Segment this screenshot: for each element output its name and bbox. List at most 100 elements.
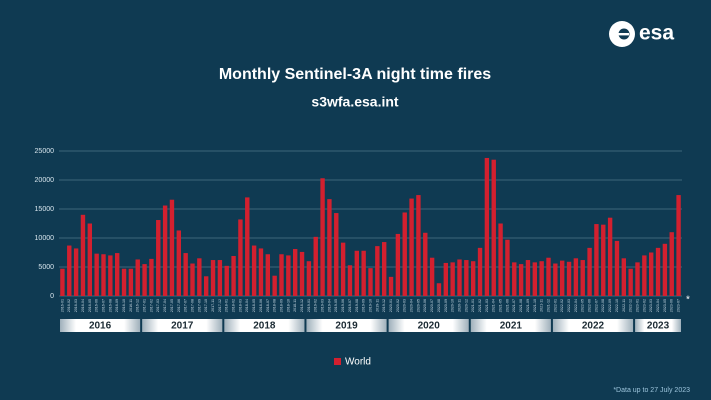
x-tick-label: 2018-05 (252, 299, 256, 312)
bar (101, 254, 106, 296)
bar (491, 159, 496, 296)
x-tick-label: 2023-07 (677, 299, 681, 312)
year-label: 2019 (335, 321, 358, 332)
bar (80, 214, 86, 296)
x-tick-label: 2022-06 (588, 299, 592, 312)
x-tick-label: 2018-04 (245, 299, 249, 312)
x-tick-label: 2018-09 (279, 299, 283, 312)
y-tick-label: 25000 (35, 148, 55, 155)
bar (368, 268, 373, 296)
x-tick-label: 2016-03 (74, 299, 78, 312)
year-box (552, 319, 634, 332)
x-tick-label: 2016-08 (108, 299, 112, 312)
x-tick-label: 2017-08 (190, 299, 194, 312)
bar (443, 262, 448, 296)
x-tick-label: 2016-01 (60, 299, 64, 312)
year-box (306, 319, 387, 332)
x-tick-label: 2017-09 (197, 299, 201, 312)
x-tick-label: 2022-04 (574, 299, 578, 312)
x-tick-label: 2023-02 (642, 299, 646, 312)
bar (423, 232, 428, 296)
x-tick-label: 2019-04 (327, 299, 331, 312)
x-tick-label: 2023-04 (656, 299, 660, 312)
x-tick-label: 2021-11 (540, 299, 544, 312)
bar (334, 213, 339, 296)
x-tick-label: 2019-05 (334, 299, 338, 312)
x-tick-label: 2016-09 (115, 299, 119, 312)
bar (546, 257, 551, 296)
bar (471, 261, 476, 296)
x-tick-label: 2020-05 (416, 299, 420, 312)
y-tick-label: 15000 (35, 206, 55, 213)
bar (108, 255, 113, 296)
bar (464, 260, 469, 296)
x-tick-label: 2017-04 (163, 299, 167, 312)
bar (484, 157, 490, 296)
bar (135, 259, 140, 296)
x-tick-label: 2019-03 (321, 299, 325, 312)
bar (532, 262, 537, 296)
bar (573, 258, 579, 296)
x-tick-label: 2016-04 (81, 299, 85, 312)
bar (313, 236, 318, 296)
x-tick-label: 2020-06 (423, 299, 427, 312)
bar (224, 265, 229, 296)
bar (525, 260, 531, 296)
x-tick-label: 2020-10 (451, 299, 455, 312)
x-tick-label: 2020-02 (396, 299, 400, 312)
x-tick-label: 2019-10 (368, 299, 372, 312)
bar (67, 245, 72, 296)
bar (128, 268, 134, 296)
bar (587, 247, 592, 296)
x-tick-label: 2017-11 (211, 299, 215, 312)
bar (505, 239, 510, 296)
bar (628, 268, 633, 296)
bar (580, 260, 585, 296)
x-tick-label: 2018-08 (273, 299, 277, 312)
x-tick-label: 2020-09 (444, 299, 448, 312)
x-tick-label: 2021-10 (533, 299, 537, 312)
x-tick-label: 2023-05 (663, 299, 667, 312)
x-tick-label: 2016-10 (122, 299, 126, 312)
bar (238, 219, 243, 296)
x-tick-label: 2020-07 (430, 299, 434, 312)
x-tick-label: 2016-11 (129, 299, 133, 312)
bar (382, 242, 387, 296)
bar (197, 258, 202, 296)
x-tick-label: 2023-03 (649, 299, 653, 312)
bar (265, 254, 270, 296)
x-tick-label: 2019-06 (341, 299, 345, 312)
last-marker: * (686, 295, 690, 306)
bar (642, 255, 647, 296)
x-tick-label: 2019-08 (355, 299, 359, 312)
x-tick-label: 2017-07 (184, 299, 188, 312)
bar (354, 250, 359, 296)
x-tick-label: 2019-12 (382, 299, 386, 312)
chart-title: Monthly Sentinel-3A night time fires (219, 66, 491, 83)
x-tick-label: 2021-07 (512, 299, 516, 312)
bar (210, 260, 216, 296)
logo: esa (639, 22, 674, 45)
bar (231, 255, 236, 296)
bar (169, 199, 175, 296)
bar (436, 283, 442, 296)
x-tick-label: 2021-05 (499, 299, 503, 312)
bar (272, 275, 277, 296)
x-tick-label: 2019-07 (348, 299, 352, 312)
year-box (635, 319, 681, 332)
bar (251, 245, 257, 296)
x-tick-label: 2017-03 (156, 299, 160, 312)
x-tick-label: 2020-04 (410, 299, 414, 312)
bar (204, 276, 209, 296)
bar (121, 268, 127, 296)
bar (306, 261, 312, 296)
x-tick-label: 2021-06 (505, 299, 509, 312)
bar (416, 195, 421, 296)
bar (539, 261, 544, 296)
legend-label: World (345, 357, 371, 368)
bar (156, 220, 161, 296)
bar (635, 262, 640, 296)
x-tick-label: 2021-04 (492, 299, 496, 312)
bar (518, 264, 524, 296)
